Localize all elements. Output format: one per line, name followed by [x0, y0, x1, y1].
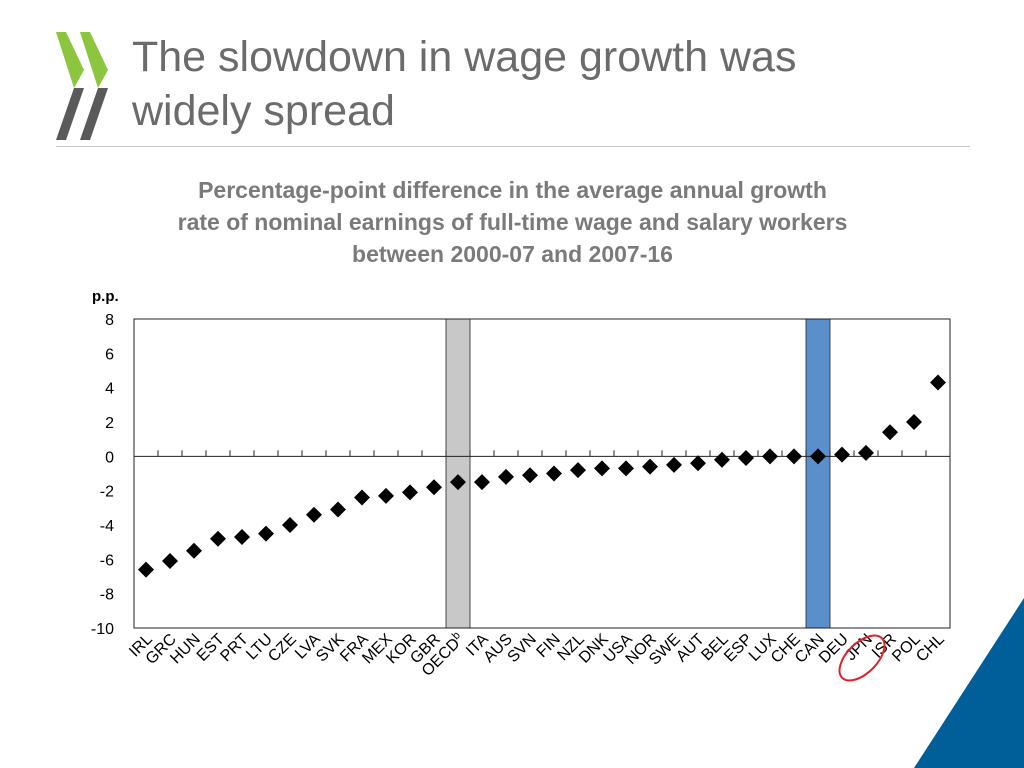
chevron-upper-left: [56, 32, 84, 88]
y-tick-label: 8: [105, 312, 114, 329]
data-point-kor: [402, 484, 418, 501]
highlight-bar-oecd: [445, 318, 471, 629]
chevron-lower-left: [56, 88, 84, 140]
plot-frame: [133, 318, 951, 629]
chevron-lower-right: [80, 88, 108, 140]
data-point-bel: [714, 451, 730, 468]
y-tick-label: -10: [91, 621, 114, 638]
y-tick-label: -6: [100, 552, 114, 569]
data-point-can: [810, 448, 826, 465]
data-point-prt: [234, 529, 250, 546]
data-point-fin: [546, 465, 562, 482]
data-point-nor: [642, 458, 658, 475]
y-tick-label: -8: [100, 587, 114, 604]
chevron-upper-right: [80, 32, 108, 88]
y-tick-label: 0: [105, 449, 114, 466]
circled-label-jpn: [838, 634, 886, 682]
x-tick-label-chl: CHL: [913, 631, 948, 666]
chart-title-line-1: Percentage-point difference in the avera…: [198, 177, 827, 203]
title-divider: [56, 146, 970, 147]
data-point-jpn: [858, 444, 874, 461]
data-point-che: [786, 448, 802, 465]
chart-title-line-2: rate of nominal earnings of full-time wa…: [177, 209, 848, 235]
data-point-svk: [330, 501, 346, 518]
data-point-mex: [378, 487, 394, 504]
data-point-cze: [282, 517, 298, 533]
slide-title-line-1: The slowdown in wage growth was: [132, 33, 797, 81]
data-point-svn: [522, 467, 538, 484]
data-point-ita: [474, 474, 490, 491]
chart-title: Percentage-point difference in the avera…: [110, 174, 915, 270]
slide-title-line-2: widely spread: [132, 87, 395, 135]
data-point-chl: [930, 374, 946, 391]
y-tick-label: -2: [100, 484, 114, 501]
data-point-swe: [666, 456, 682, 473]
data-point-fra: [354, 489, 370, 506]
data-point-deu: [834, 446, 850, 463]
data-point-nzl: [570, 462, 586, 479]
data-point-hun: [186, 542, 202, 559]
data-point-esp: [738, 450, 754, 467]
data-point-usa: [618, 460, 634, 477]
data-point-irl: [138, 561, 154, 578]
double-chevron-logo: [56, 32, 108, 140]
y-tick-label: 4: [105, 381, 114, 398]
data-point-ltu: [258, 525, 274, 542]
data-point-aus: [498, 468, 514, 485]
y-tick-label: 2: [105, 415, 114, 432]
slide-title: The slowdown in wage growth was widely s…: [132, 30, 932, 138]
data-point-lva: [306, 506, 322, 523]
chart-title-line-3: between 2000-07 and 2007-16: [352, 241, 673, 267]
y-tick-label: 6: [105, 346, 114, 363]
oecd-footnote-marker: b: [450, 629, 463, 642]
data-point-aut: [690, 455, 706, 472]
data-point-lux: [762, 448, 778, 465]
data-point-grc: [162, 553, 178, 570]
data-point-isr: [882, 424, 898, 441]
y-axis-label: p.p.: [92, 288, 119, 305]
data-point-est: [210, 530, 226, 547]
data-point-dnk: [594, 460, 610, 477]
data-point-pol: [906, 414, 922, 430]
highlight-bar-can: [805, 318, 831, 629]
data-point-gbr: [426, 479, 442, 496]
data-point-oecd: [450, 474, 466, 491]
y-tick-label: -4: [100, 518, 114, 535]
